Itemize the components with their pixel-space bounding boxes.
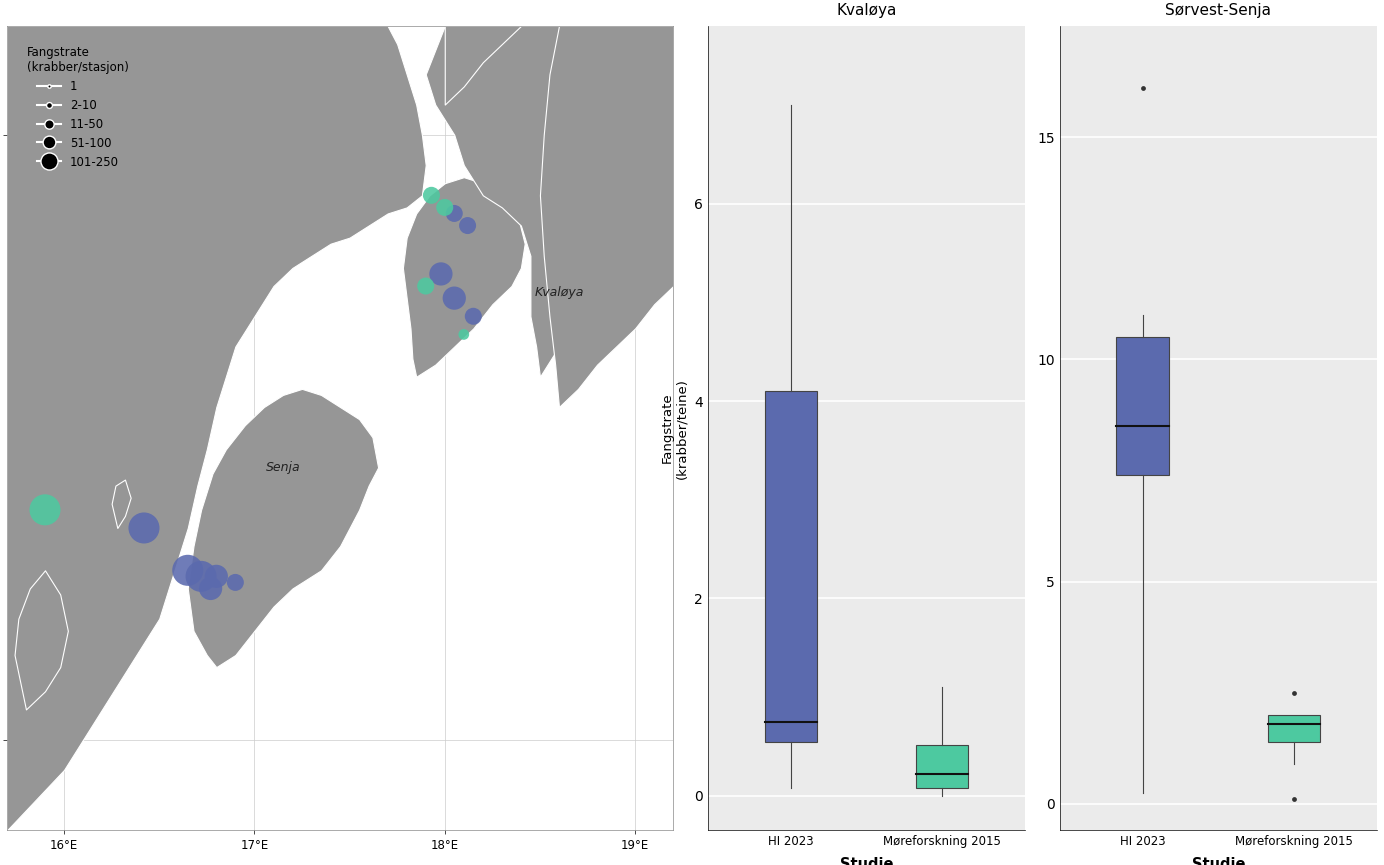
Point <box>205 569 227 583</box>
Bar <box>1268 714 1320 741</box>
Legend: 1, 2-10, 11-50, 51-100, 101-250: 1, 2-10, 11-50, 51-100, 101-250 <box>12 32 143 183</box>
Y-axis label: Fangstrate
(krabber/teine): Fangstrate (krabber/teine) <box>660 378 689 478</box>
Point <box>421 189 443 202</box>
Title: Sørvest-Senja: Sørvest-Senja <box>1165 3 1272 18</box>
Point <box>1283 792 1305 806</box>
Point <box>1283 686 1305 700</box>
Point <box>177 563 199 577</box>
Text: Senja: Senja <box>266 461 300 474</box>
X-axis label: Studie: Studie <box>840 856 893 865</box>
X-axis label: Studie: Studie <box>1192 856 1246 865</box>
Bar <box>764 391 818 741</box>
Point <box>224 575 246 589</box>
Point <box>1132 81 1154 95</box>
Point <box>457 219 479 233</box>
Point <box>199 581 221 595</box>
Point <box>453 328 475 342</box>
Point <box>133 521 155 535</box>
Title: Kvaløya: Kvaløya <box>836 3 897 18</box>
Point <box>433 201 455 215</box>
Point <box>443 207 465 221</box>
Text: Kvaløya: Kvaløya <box>534 285 584 298</box>
Point <box>35 503 57 516</box>
Bar <box>1117 337 1169 475</box>
Point <box>462 310 484 324</box>
Bar <box>916 745 969 788</box>
Point <box>430 267 453 281</box>
Point <box>443 292 465 305</box>
Point <box>415 279 437 293</box>
Point <box>190 569 212 583</box>
